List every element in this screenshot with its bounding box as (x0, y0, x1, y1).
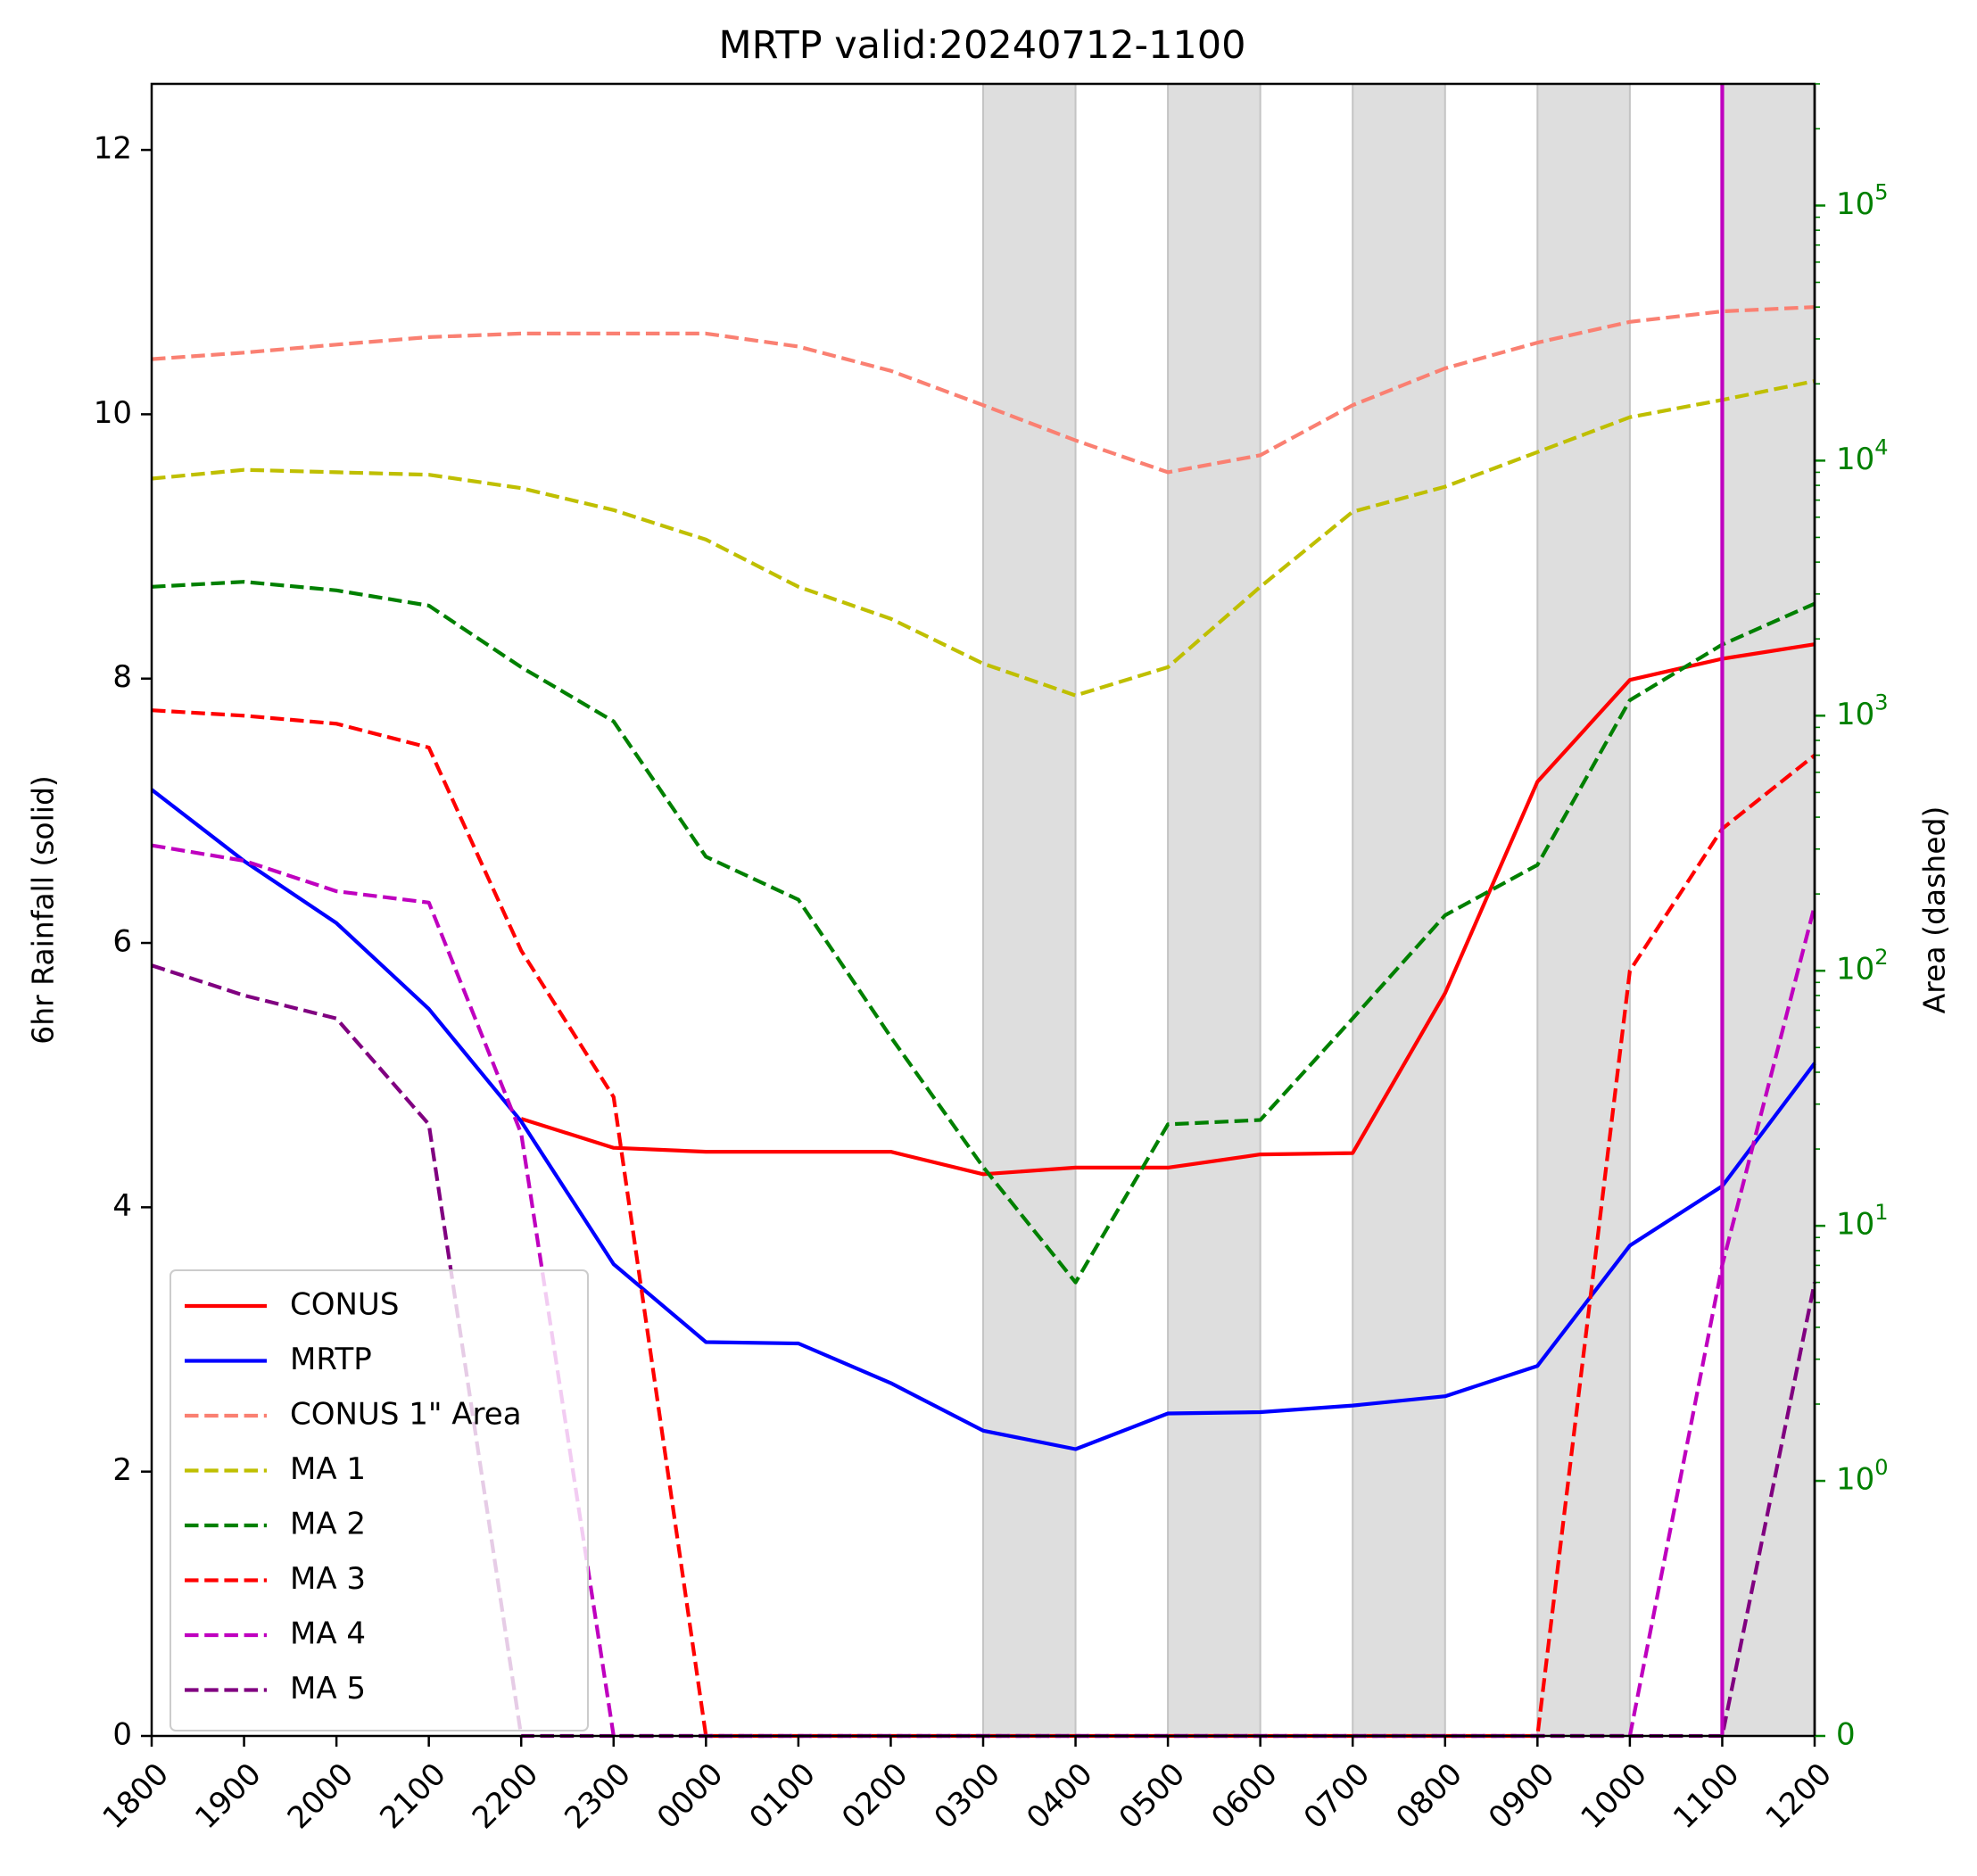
y-axis-label-right: Area (dashed) (1917, 806, 1952, 1014)
y-tick-label-right: 102 (1836, 945, 1889, 988)
x-tick-label: 0000 (650, 1756, 730, 1836)
shaded-hours (982, 83, 1816, 1737)
y-tick-label-right: 105 (1836, 179, 1889, 222)
y-tick-label-right: 101 (1836, 1200, 1889, 1243)
legend-label: MA 3 (290, 1561, 366, 1597)
y-tick-label-left: 4 (112, 1188, 132, 1224)
y-tick-label-left: 2 (112, 1452, 132, 1488)
x-tick-label: 0800 (1389, 1756, 1468, 1836)
series-line-conus-1-area (151, 305, 1816, 475)
x-tick-label: 0100 (742, 1756, 822, 1836)
series-line-conus (520, 642, 1816, 1177)
x-tick-label: 2000 (281, 1756, 360, 1836)
y-tick-label-left: 6 (112, 924, 132, 960)
legend-label: MA 2 (290, 1507, 366, 1542)
legend-label: CONUS (290, 1287, 399, 1323)
y-axis-label-left: 6hr Rainfall (solid) (26, 775, 61, 1045)
x-tick-label: 0700 (1297, 1756, 1377, 1836)
legend-box (170, 1269, 589, 1731)
legend: CONUS MRTP CONUS 1" Area MA 1 MA 2 MA 3 MA 4 MA… (170, 1269, 589, 1731)
x-tick-label: 1100 (1667, 1756, 1746, 1836)
legend-label: MA 1 (290, 1451, 366, 1487)
x-tick-label: 0900 (1482, 1756, 1561, 1836)
series-line-ma-2 (151, 580, 1816, 1285)
legend-label: MRTP (290, 1342, 372, 1377)
series-line-mrtp (150, 788, 1816, 1451)
x-tick-label: 1800 (96, 1756, 176, 1836)
x-tick-label: 1900 (188, 1756, 268, 1836)
legend-label: MA 5 (290, 1671, 366, 1707)
series-line-ma-1 (151, 379, 1816, 698)
x-tick-label: 0300 (928, 1756, 1007, 1836)
x-tick-label: 0400 (1020, 1756, 1099, 1836)
x-tick-label: 1200 (1759, 1756, 1839, 1836)
y-tick-label-right: 0 (1836, 1717, 1856, 1753)
y-tick-label-left: 10 (94, 395, 132, 431)
x-tick-label: 2300 (558, 1756, 637, 1836)
x-tick-label: 0600 (1204, 1756, 1284, 1836)
x-tick-label: 0500 (1113, 1756, 1192, 1836)
shaded-band-0500 (1167, 83, 1261, 1737)
y-tick-label-left: 0 (112, 1717, 132, 1753)
y-tick-label-left: 12 (94, 131, 132, 167)
x-tick-label: 1000 (1574, 1756, 1653, 1836)
shaded-band-0700 (1352, 83, 1446, 1737)
chart-title: MRTP valid:20240712-1100 (719, 23, 1246, 68)
x-tick-label: 2200 (466, 1756, 545, 1836)
y-tick-label-right: 104 (1836, 434, 1889, 477)
legend-label: CONUS 1" Area (290, 1397, 522, 1433)
legend-label: MA 4 (290, 1616, 366, 1652)
y-tick-label-right: 103 (1836, 690, 1889, 732)
shaded-band-0300 (982, 83, 1077, 1737)
y-tick-label-left: 8 (112, 659, 132, 695)
shaded-band-1100 (1721, 83, 1816, 1737)
shaded-band-0900 (1536, 83, 1631, 1737)
y-tick-label-right: 100 (1836, 1455, 1889, 1498)
series-line-ma-3 (151, 708, 1816, 1739)
x-tick-label: 2100 (373, 1756, 452, 1836)
x-tick-label: 0200 (835, 1756, 914, 1836)
